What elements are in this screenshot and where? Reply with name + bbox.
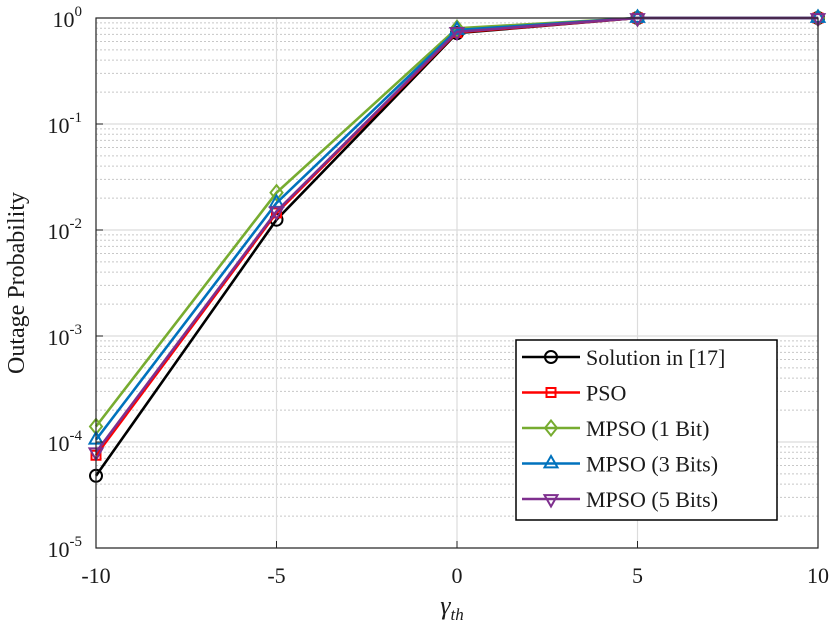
y-tick-label: 10-3 <box>48 322 83 350</box>
legend-label: MPSO (3 Bits) <box>586 452 718 477</box>
x-tick-label: 10 <box>807 563 829 588</box>
data-point-marker <box>268 206 285 221</box>
legend-marker <box>544 350 558 364</box>
x-tick-label: 0 <box>452 563 463 588</box>
legend-marker <box>545 387 557 398</box>
y-tick-label: 100 <box>53 4 83 32</box>
data-point-marker <box>448 26 466 42</box>
x-tick-label: -10 <box>81 563 110 588</box>
data-point-marker <box>809 13 827 28</box>
x-tick-label: 5 <box>632 563 643 588</box>
legend-entry: MPSO (1 Bit) <box>522 416 709 441</box>
legend-entry: MPSO (3 Bits) <box>522 452 718 477</box>
x-axis-ticks: -10 -5 0 5 10 <box>81 541 829 588</box>
data-point-marker <box>269 183 284 202</box>
x-axis-label: γth <box>440 591 463 623</box>
x-axis-label-main: γ <box>440 591 451 620</box>
y-tick-label: 10-1 <box>48 110 83 138</box>
legend-label: PSO <box>586 381 626 406</box>
y-tick-label: 10-4 <box>48 428 83 456</box>
legend-entry: Solution in [17] <box>522 345 725 370</box>
data-point-marker <box>629 13 646 28</box>
y-axis-label: Outage Probability <box>4 192 30 374</box>
legend-entry: PSO <box>522 381 626 406</box>
legend-marker <box>542 494 560 509</box>
data-point-marker <box>629 8 646 23</box>
y-tick-label: 10-2 <box>48 216 83 244</box>
legend-marker <box>542 453 560 469</box>
legend-marker <box>543 418 559 438</box>
legend-entry: MPSO (5 Bits) <box>522 487 718 512</box>
legend-label: MPSO (1 Bit) <box>586 416 709 441</box>
data-point-marker <box>449 19 465 38</box>
legend-label: Solution in [17] <box>586 345 725 370</box>
legend: Solution in [17] PSO MPSO (1 Bit) MPSO (3 B… <box>515 339 778 521</box>
x-axis-label-subscript: th <box>451 605 464 623</box>
y-tick-label: 10-5 <box>48 534 83 562</box>
x-tick-label: -5 <box>267 563 285 588</box>
legend-label: MPSO (5 Bits) <box>586 487 718 512</box>
legend-box <box>515 339 778 521</box>
y-axis-ticks: 10-5 10-4 10-3 10-2 10-1 100 <box>48 4 103 562</box>
